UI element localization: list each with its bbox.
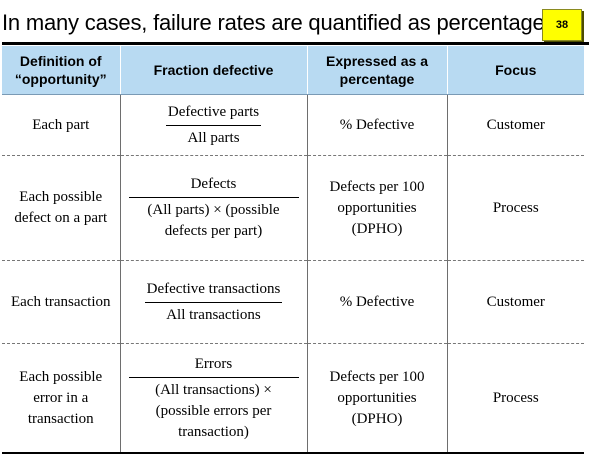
fraction-bar: [128, 376, 299, 378]
definition-cell: Each possible error in a transaction: [19, 368, 103, 427]
fraction: Errors (All transactions) × (possible er…: [127, 354, 301, 443]
failure-rate-table: Definition of “opportunity” Fraction def…: [2, 46, 584, 452]
fraction-numerator: Errors: [194, 355, 233, 372]
header-fraction-defective: Fraction defective: [119, 46, 307, 95]
focus-cell: Customer: [446, 94, 584, 156]
fraction-numerator: Defective parts: [167, 103, 260, 120]
fraction-denominator: All transactions: [166, 306, 261, 323]
fraction-denominator: (All transactions) × (possible errors pe…: [155, 381, 272, 440]
fraction: Defects (All parts) × (possible defects …: [127, 174, 301, 242]
fraction-denominator: All parts: [187, 129, 240, 146]
slide-title: In many cases, failure rates are quantif…: [2, 10, 556, 35]
focus-cell: Process: [446, 155, 584, 261]
fraction-bar: [165, 124, 262, 126]
table-header-row: Definition of “opportunity” Fraction def…: [2, 46, 584, 95]
page-number-badge: 38: [542, 9, 582, 41]
header-definition: Definition of “opportunity”: [2, 46, 120, 95]
definition-cell: Each transaction: [2, 260, 120, 344]
fraction-cell: Defective parts All parts: [119, 94, 307, 156]
table-row: Each possible error in a transaction Err…: [2, 343, 584, 452]
expressed-cell: % Defective: [306, 260, 447, 344]
fraction-denominator: (All parts) × (possible defects per part…: [147, 202, 280, 239]
title-divider: [2, 42, 589, 45]
header-expressed-percentage: Expressed as a percentage: [306, 46, 447, 95]
table-row: Each transaction Defective transactions …: [2, 260, 584, 344]
definition-cell: Each possible defect on a part: [2, 155, 120, 261]
fraction-bar: [128, 197, 299, 198]
table-bottom-rule: [2, 452, 584, 454]
table-row: Each part Defective parts All parts % De…: [2, 94, 584, 156]
fraction-bar: [144, 301, 283, 303]
expressed-cell: % Defective: [306, 94, 447, 156]
fraction-numerator: Defects: [190, 176, 237, 192]
focus-cell: Process: [446, 343, 584, 452]
header-focus: Focus: [446, 46, 584, 95]
table-row: Each possible defect on a part Defects (…: [2, 155, 584, 261]
expressed-cell: Defects per 100 opportunities (DPHO): [306, 155, 447, 261]
fraction: Defective transactions All transactions: [143, 279, 285, 326]
fraction: Defective parts All parts: [164, 102, 263, 149]
expressed-cell: Defects per 100 opportunities (DPHO): [306, 343, 447, 452]
focus-cell: Customer: [446, 260, 584, 344]
fraction-cell: Defects (All parts) × (possible defects …: [119, 155, 307, 261]
definition-cell: Each part: [2, 94, 120, 156]
fraction-cell: Errors (All transactions) × (possible er…: [119, 343, 307, 452]
fraction-numerator: Defective transactions: [146, 280, 281, 297]
fraction-cell: Defective transactions All transactions: [119, 260, 307, 344]
